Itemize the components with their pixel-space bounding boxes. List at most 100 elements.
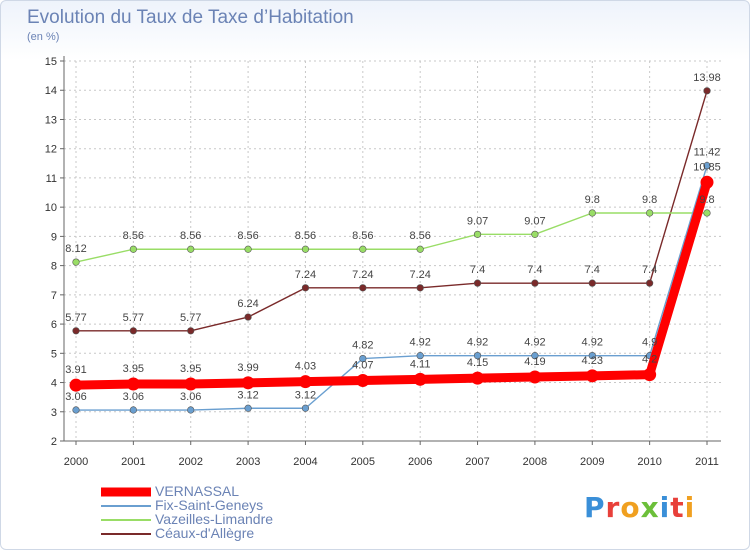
data-label: 4.92: [582, 337, 603, 349]
y-tick-label: 7: [51, 290, 57, 302]
data-label: 7.4: [642, 264, 657, 276]
data-point: [72, 258, 80, 266]
logo-letter: r: [605, 491, 621, 524]
data-label: 7.24: [295, 269, 316, 281]
x-tick-label: 2011: [695, 456, 719, 468]
axes: 2 3 4 5 6 7 8 9 10 11 12 13 14 15 2000 2001 2002 2003 2004…: [45, 56, 721, 468]
data-label: 10.85: [693, 161, 721, 173]
data-label: 8.56: [409, 230, 430, 242]
logo-letter: t: [670, 491, 685, 524]
data-point: [703, 209, 711, 217]
data-point: [531, 279, 539, 287]
data-label: 3.06: [123, 391, 144, 403]
data-point: [187, 406, 195, 414]
data-point: [301, 404, 310, 412]
data-label: 3.91: [65, 364, 86, 376]
data-point: [129, 406, 137, 414]
data-point: [416, 284, 424, 292]
data-point: [241, 376, 255, 390]
data-point: [187, 327, 195, 335]
data-label: 4.92: [524, 337, 545, 349]
data-point: [126, 377, 140, 391]
x-tick-label: 2006: [408, 456, 432, 468]
series-line-2: [75, 212, 707, 263]
y-tick-label: 9: [51, 231, 57, 243]
data-label: 8.56: [180, 230, 201, 242]
data-point: [129, 327, 137, 335]
data-label: 4.03: [295, 361, 316, 373]
data-label: 4.92: [467, 337, 488, 349]
data-label: 3.12: [237, 389, 258, 401]
y-tick-label: 6: [51, 319, 57, 331]
data-label: 7.4: [470, 264, 485, 276]
series-line-3: [76, 90, 708, 332]
data-point: [473, 279, 482, 287]
data-label: 9.07: [467, 215, 488, 227]
x-tick-label: 2000: [64, 456, 88, 468]
data-point: [187, 245, 195, 253]
data-label: 11.42: [694, 147, 721, 159]
data-point: [416, 352, 424, 360]
data-point: [588, 209, 596, 217]
data-point: [301, 245, 310, 253]
data-point: [416, 245, 424, 253]
y-tick-label: 4: [51, 378, 57, 390]
legend-label: Vazeilles-Limandre: [155, 511, 274, 527]
legend-item: Céaux-d'Allègre: [101, 525, 401, 541]
legend-item: Fix-Saint-Geneys: [101, 497, 401, 513]
legend-label: Fix-Saint-Geneys: [155, 497, 264, 513]
data-label: 4.23: [582, 355, 603, 367]
data-label: 8.56: [237, 230, 258, 242]
data-point: [585, 369, 599, 383]
data-point: [298, 375, 312, 389]
x-tick-label: 2009: [580, 456, 604, 468]
data-label: 3.95: [180, 363, 201, 375]
data-label: 4.82: [352, 340, 373, 352]
data-label: 5.77: [65, 312, 86, 324]
legend: VERNASSAL Fix-Saint-Geneys Vazeilles-Liman…: [101, 483, 401, 541]
x-tick-label: 2002: [178, 456, 202, 468]
x-tick-label: 2007: [465, 456, 489, 468]
y-tick-label: 15: [45, 56, 57, 68]
series-line-0: [75, 181, 712, 390]
x-tick-label: 2004: [293, 456, 317, 468]
data-label: 5.77: [123, 312, 144, 324]
data-label: 8.56: [295, 230, 316, 242]
data-point: [531, 352, 539, 360]
data-label: 6.24: [237, 298, 258, 310]
data-point: [646, 279, 654, 287]
x-tick-label: 2008: [523, 456, 547, 468]
data-label: 7.4: [585, 264, 600, 276]
data-point: [471, 371, 485, 385]
y-tick-label: 3: [51, 407, 57, 419]
logo-letter: i: [684, 491, 696, 524]
legend-swatch: [101, 505, 151, 507]
legend-swatch: [101, 487, 151, 497]
logo-letter: i: [659, 491, 671, 524]
legend-item: Vazeilles-Limandre: [101, 511, 401, 527]
data-label: 8.56: [352, 230, 373, 242]
legend-label: Céaux-d'Allègre: [155, 525, 255, 541]
data-label: 8.56: [123, 230, 144, 242]
logo-letter: x: [640, 491, 660, 524]
data-point: [244, 404, 252, 412]
data-label: 8.12: [65, 243, 86, 255]
data-label: 5.77: [180, 312, 201, 324]
data-point: [588, 279, 596, 287]
data-label: 4.07: [352, 359, 373, 371]
data-point: [72, 327, 80, 335]
data-label: 7.24: [409, 269, 430, 281]
data-label: 3.12: [295, 389, 316, 401]
data-label: 4.92: [409, 337, 430, 349]
data-point: [301, 284, 310, 292]
chart-subtitle: (en %): [27, 31, 60, 43]
data-point: [244, 245, 252, 253]
data-label: 9.8: [642, 194, 657, 206]
y-tick-label: 12: [45, 144, 57, 156]
legend-item: VERNASSAL: [101, 483, 401, 499]
data-label: 4.15: [467, 357, 488, 369]
legend-swatch: [101, 533, 151, 535]
data-label: 4.2: [642, 354, 657, 366]
data-point: [72, 406, 80, 414]
